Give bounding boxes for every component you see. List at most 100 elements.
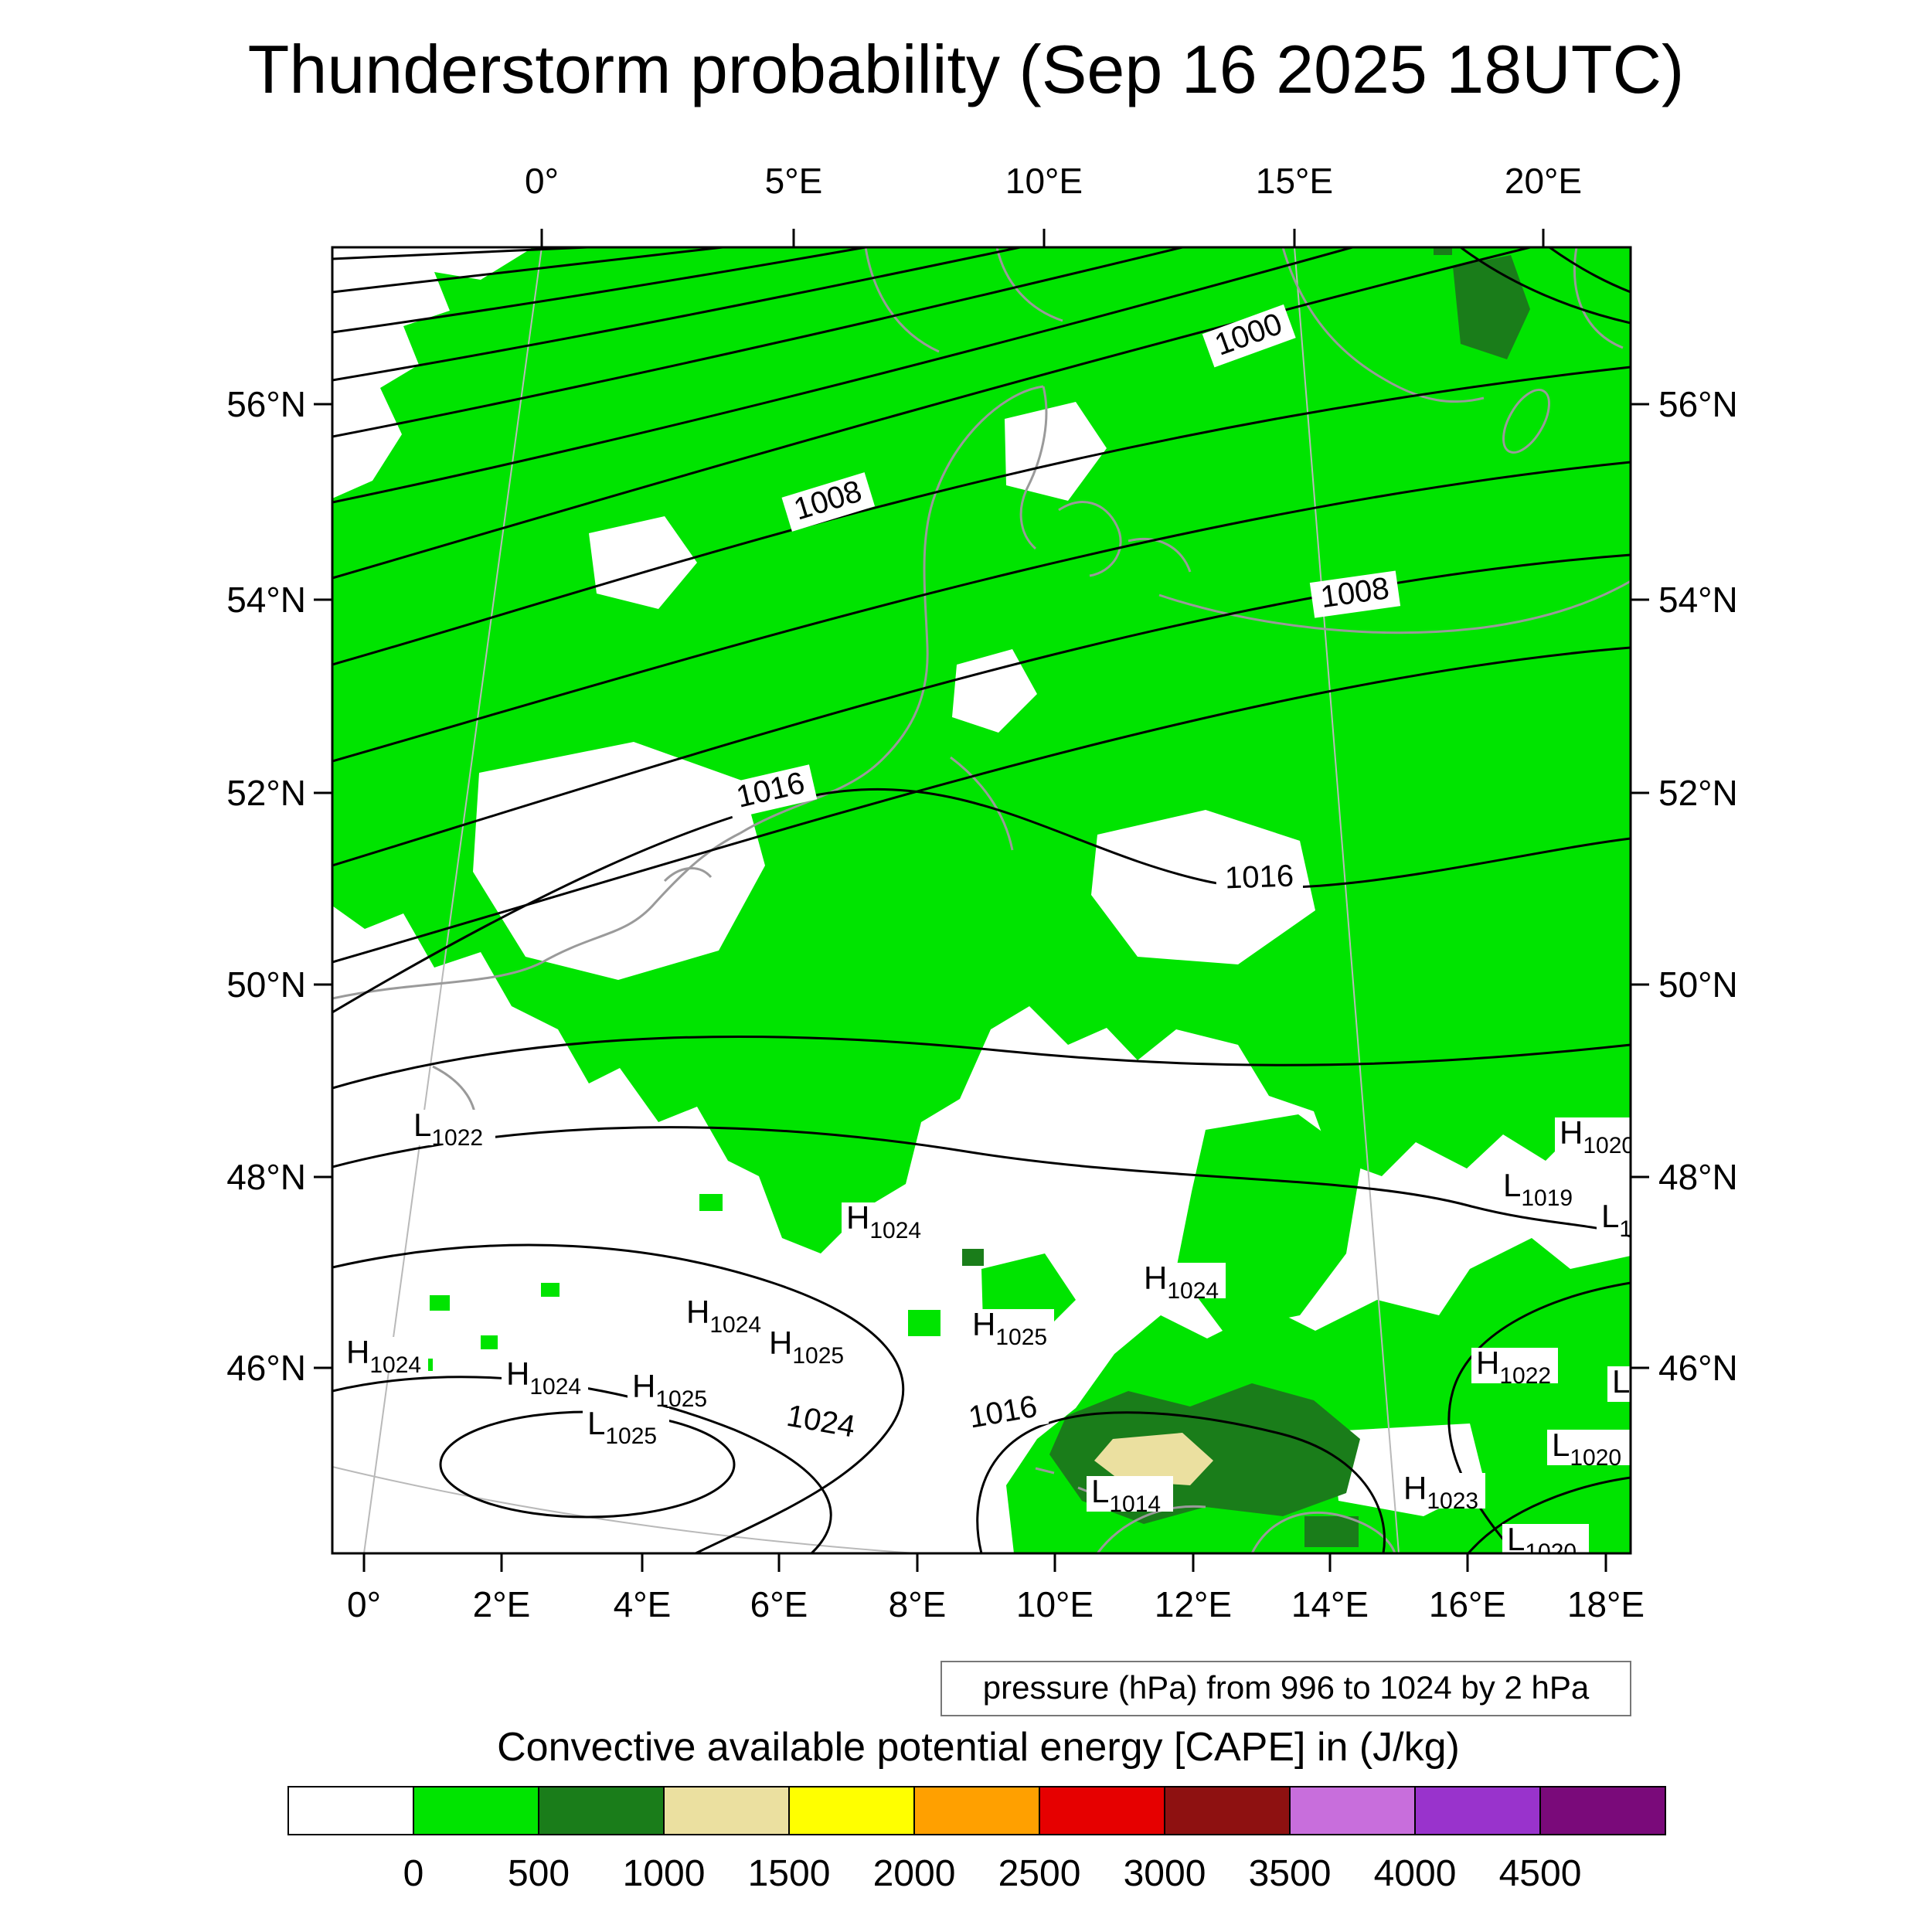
- colorbar-tick-label: 0: [403, 1853, 424, 1894]
- contour-line: [332, 247, 723, 294]
- cape-speck: [430, 1295, 450, 1311]
- contour-line: [1467, 1476, 1631, 1553]
- meridian-0E: [363, 247, 543, 1553]
- marker-type: L: [1552, 1427, 1570, 1463]
- cape-speck: [541, 1283, 560, 1297]
- marker-value: 1020: [1583, 1133, 1634, 1158]
- axis-tick-label: 10°E: [1005, 161, 1083, 201]
- pressure-marker: H1024: [842, 1199, 928, 1243]
- pressure-marker: L1025: [583, 1405, 669, 1449]
- coastline-island: [1502, 389, 1550, 454]
- colorbar-cell: [788, 1786, 915, 1835]
- marker-value: 1020: [1525, 1539, 1577, 1565]
- coastline-adriatic: [1096, 1505, 1206, 1553]
- coastline-channel: [332, 832, 741, 1000]
- svg-text:H1023: H1023: [1403, 1470, 1478, 1514]
- coastline-lake: [663, 867, 713, 883]
- contour-line-1024: [332, 1376, 832, 1553]
- colorbar-cell: [538, 1786, 665, 1835]
- svg-text:H1020: H1020: [1560, 1114, 1634, 1158]
- pressure-contours: [332, 247, 1631, 1553]
- svg-text:L1: L1: [1601, 1198, 1632, 1242]
- cape-speck-dark: [1434, 247, 1452, 255]
- marker-box: [502, 1359, 588, 1394]
- colorbar-tick-label: 3500: [1249, 1853, 1332, 1894]
- contour-label: 1008: [1309, 570, 1401, 618]
- colorbar-tick-label: 1000: [623, 1853, 706, 1894]
- pressure-marker: H1020: [1555, 1114, 1634, 1158]
- axis-tick-label: 20°E: [1505, 161, 1582, 201]
- pressure-marker: H1025: [764, 1325, 851, 1369]
- colorbar-tick-label: 500: [508, 1853, 570, 1894]
- pressure-marker: H1022: [1471, 1345, 1558, 1389]
- marker-type: H: [1144, 1260, 1167, 1296]
- contour-label-box: [1202, 304, 1296, 368]
- map-area: 1000 1008 1008 1016 1016 1024: [332, 247, 1634, 1565]
- coastline-danish-islands: [1019, 386, 1048, 550]
- pressure-marker: L: [1607, 1363, 1631, 1402]
- marker-value: 1019: [1521, 1185, 1573, 1211]
- svg-text:H1025: H1025: [632, 1368, 707, 1412]
- marker-value: 1023: [1427, 1488, 1478, 1514]
- colorbar-cell: [1039, 1786, 1165, 1835]
- colorbar-tick-label: 4000: [1374, 1853, 1457, 1894]
- axis-tick-label: 56°N: [1658, 384, 1738, 424]
- axis-tick-label: 48°N: [1658, 1157, 1738, 1197]
- contour-label-text: 1016: [1224, 859, 1294, 895]
- cape-speck: [908, 1310, 940, 1336]
- axis-tick-label: 16°E: [1429, 1584, 1506, 1624]
- marker-type: H: [346, 1334, 369, 1370]
- pressure-marker: H1025: [628, 1368, 714, 1412]
- marker-value: 1024: [709, 1312, 761, 1338]
- contour-line: [332, 1126, 1631, 1238]
- axis-tick-label: 52°N: [226, 773, 306, 813]
- axis-tick-label: 2°E: [473, 1584, 531, 1624]
- marker-value: 1025: [655, 1386, 707, 1412]
- marker-type: H: [632, 1368, 655, 1404]
- cape-speck-dark: [962, 1249, 984, 1266]
- marker-box: [764, 1328, 851, 1363]
- axis-tick-label: 48°N: [226, 1157, 306, 1197]
- marker-box: [968, 1309, 1054, 1345]
- marker-value: 1020: [1570, 1445, 1621, 1471]
- contour-line: [332, 1035, 1631, 1090]
- marker-value: 1024: [869, 1218, 921, 1243]
- pressure-center-markers: L1022 H1024 H1024 H1024 H1025 H1025: [342, 1107, 1634, 1565]
- svg-text:H1022: H1022: [1476, 1345, 1551, 1389]
- contour-line: [332, 247, 1353, 504]
- axis-tick-label: 5°E: [765, 161, 823, 201]
- page-title: Thunderstorm probability (Sep 16 2025 18…: [248, 31, 1685, 107]
- pressure-marker: H1024: [502, 1355, 588, 1400]
- svg-text:L1019: L1019: [1503, 1167, 1573, 1211]
- marker-box: [409, 1110, 495, 1145]
- contour-label-box: [781, 472, 876, 532]
- colorbar-cell: [1414, 1786, 1541, 1835]
- cape-region-beige: [1094, 1433, 1213, 1485]
- marker-value: 1014: [1109, 1492, 1161, 1517]
- pressure-marker: H1024: [1139, 1260, 1226, 1304]
- colorbar-cell: [1289, 1786, 1416, 1835]
- axis-tick-label: 46°N: [1658, 1348, 1738, 1388]
- coastline-danish-islands: [1128, 537, 1192, 573]
- marker-type: H: [846, 1199, 869, 1236]
- contour-line: [332, 247, 1021, 382]
- cape-region: [332, 247, 1631, 1253]
- marker-type: H: [1476, 1345, 1499, 1381]
- svg-text:H1025: H1025: [972, 1306, 1047, 1350]
- cape-speck-dark: [1304, 1516, 1359, 1547]
- contour-label-box: [1215, 859, 1304, 898]
- marker-box: [1607, 1366, 1631, 1402]
- coastline-jutland: [740, 385, 1044, 835]
- svg-text:L: L: [1612, 1363, 1630, 1400]
- colorbar-tick-label: 1500: [748, 1853, 831, 1894]
- marker-value: 1024: [1167, 1278, 1219, 1304]
- contour-line: [332, 247, 588, 260]
- marker-value: 1025: [995, 1325, 1047, 1350]
- marker-box: [682, 1297, 768, 1332]
- marker-type: L: [1601, 1198, 1619, 1234]
- marker-type: H: [972, 1306, 995, 1342]
- svg-text:H1025: H1025: [769, 1325, 844, 1369]
- pressure-marker: L1020: [1502, 1521, 1589, 1565]
- marker-box: [1547, 1430, 1631, 1465]
